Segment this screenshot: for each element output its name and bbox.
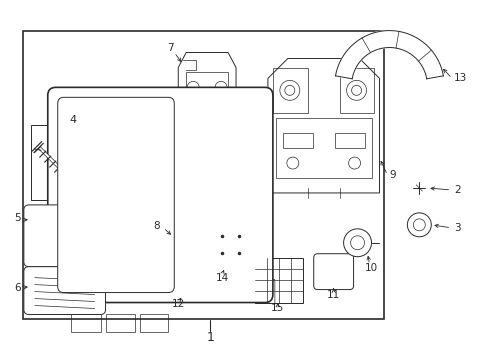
Text: 8: 8 xyxy=(154,221,160,231)
Bar xyxy=(276,118,371,178)
Polygon shape xyxy=(336,31,443,79)
Text: 1: 1 xyxy=(206,331,214,344)
Bar xyxy=(71,315,100,332)
Text: 4: 4 xyxy=(69,115,76,125)
Circle shape xyxy=(202,217,258,273)
Bar xyxy=(273,68,308,113)
Text: 14: 14 xyxy=(216,273,229,283)
Text: 3: 3 xyxy=(454,223,461,233)
FancyBboxPatch shape xyxy=(163,227,198,259)
Circle shape xyxy=(343,229,371,257)
Polygon shape xyxy=(178,53,236,112)
Text: 2: 2 xyxy=(454,185,461,195)
FancyBboxPatch shape xyxy=(58,97,174,293)
Bar xyxy=(141,315,168,332)
Text: 11: 11 xyxy=(327,289,340,300)
Text: 5: 5 xyxy=(14,213,21,223)
Bar xyxy=(340,68,374,113)
Text: 9: 9 xyxy=(390,170,396,180)
FancyBboxPatch shape xyxy=(314,254,354,289)
Circle shape xyxy=(187,240,227,280)
Circle shape xyxy=(218,140,248,170)
Bar xyxy=(105,315,135,332)
Bar xyxy=(86,195,100,210)
Bar xyxy=(335,133,365,148)
Bar xyxy=(111,195,122,207)
Bar xyxy=(31,125,119,200)
Text: 7: 7 xyxy=(167,42,173,53)
Polygon shape xyxy=(268,58,379,193)
Text: 13: 13 xyxy=(454,73,467,84)
Text: 6: 6 xyxy=(14,283,21,293)
Bar xyxy=(186,72,228,102)
FancyBboxPatch shape xyxy=(24,205,103,267)
FancyBboxPatch shape xyxy=(205,240,243,275)
Bar xyxy=(283,133,313,148)
Text: 10: 10 xyxy=(365,263,378,273)
Circle shape xyxy=(407,213,431,237)
Circle shape xyxy=(71,147,106,183)
Bar xyxy=(255,258,303,302)
Text: 12: 12 xyxy=(172,298,185,309)
FancyBboxPatch shape xyxy=(164,264,202,300)
FancyBboxPatch shape xyxy=(48,87,273,302)
Text: 15: 15 xyxy=(271,302,285,312)
Bar xyxy=(180,225,240,294)
FancyBboxPatch shape xyxy=(24,267,105,315)
Bar xyxy=(130,195,143,207)
